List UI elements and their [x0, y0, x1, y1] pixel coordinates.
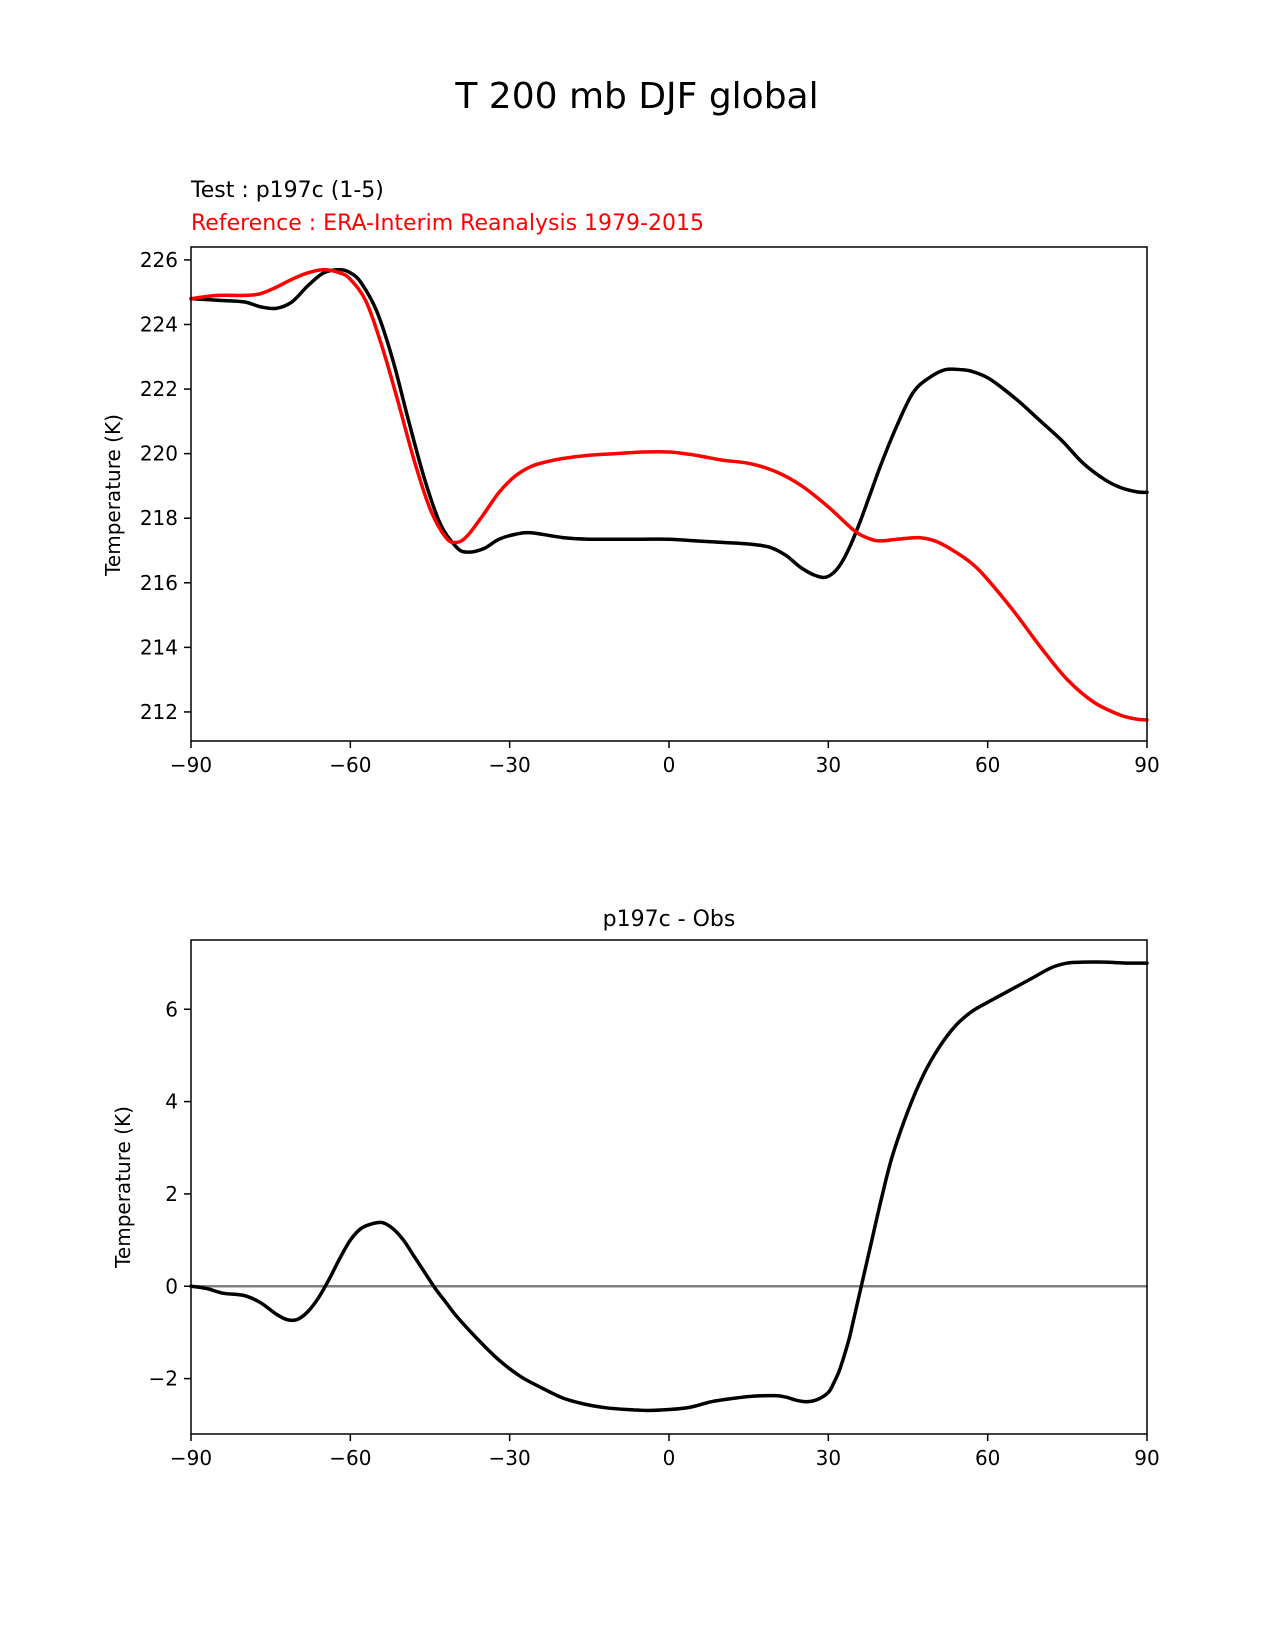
top-ytick-label: 222	[140, 377, 178, 401]
top-xtick-label: −60	[329, 753, 371, 777]
top-ytick-label: 216	[140, 571, 178, 595]
reference-label: Reference : ERA-Interim Reanalysis 1979-…	[191, 211, 704, 236]
top-series-group	[189, 267, 1149, 722]
top-test-line	[189, 267, 1149, 580]
top-ytick-label: 212	[140, 700, 178, 724]
top-xtick-label: −90	[170, 753, 212, 777]
bottom-axes-ticks: −90 −60 −30 0 30 60 90 −2 0 2 4 6	[149, 997, 1160, 1470]
bottom-xtick-label: −60	[329, 1446, 371, 1470]
top-xtick-label: 60	[975, 753, 1000, 777]
top-axes-ticks: −90 −60 −30 0 30 60 90 212 214 216 218 220 222 224 226	[140, 248, 1160, 777]
bottom-title: p197c - Obs	[603, 907, 736, 932]
top-ytick-label: 214	[140, 635, 178, 659]
bottom-xtick-label: −30	[489, 1446, 531, 1470]
bottom-plot: p197c - Obs Temperature (K) −90 −60 −30 0 30…	[111, 907, 1160, 1470]
top-axes-frame	[190, 246, 1148, 742]
top-plot: Test : p197c (1-5) Reference : ERA-Inter…	[101, 178, 1160, 777]
bottom-ylabel: Temperature (K)	[111, 1106, 135, 1269]
top-ylabel: Temperature (K)	[101, 414, 125, 577]
bottom-xtick-label: 90	[1134, 1446, 1159, 1470]
test-label: Test : p197c (1-5)	[190, 178, 384, 203]
bottom-ytick-label: 6	[165, 997, 178, 1021]
top-xtick-label: 30	[816, 753, 841, 777]
top-xtick-label: −30	[489, 753, 531, 777]
top-ytick-label: 220	[140, 442, 178, 466]
bottom-ytick-label: −2	[149, 1367, 178, 1391]
bottom-test-line	[189, 960, 1149, 1413]
bottom-xtick-label: 60	[975, 1446, 1000, 1470]
top-xtick-label: 90	[1134, 753, 1159, 777]
bottom-ytick-label: 2	[165, 1182, 178, 1206]
top-xtick-label: 0	[663, 753, 676, 777]
figure-title: T 200 mb DJF global	[454, 76, 818, 117]
bottom-ytick-label: 0	[165, 1274, 178, 1298]
bottom-xtick-label: −90	[170, 1446, 212, 1470]
bottom-xtick-label: 30	[816, 1446, 841, 1470]
top-ytick-label: 224	[140, 312, 178, 336]
bottom-axes-frame	[190, 939, 1148, 1435]
top-ytick-label: 218	[140, 506, 178, 530]
bottom-xtick-label: 0	[663, 1446, 676, 1470]
top-reference-line	[189, 267, 1149, 722]
top-ytick-label: 226	[140, 248, 178, 272]
bottom-ytick-label: 4	[165, 1090, 178, 1114]
bottom-series-group	[189, 960, 1149, 1413]
